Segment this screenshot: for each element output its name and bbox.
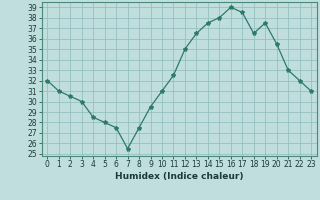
X-axis label: Humidex (Indice chaleur): Humidex (Indice chaleur) <box>115 172 244 181</box>
